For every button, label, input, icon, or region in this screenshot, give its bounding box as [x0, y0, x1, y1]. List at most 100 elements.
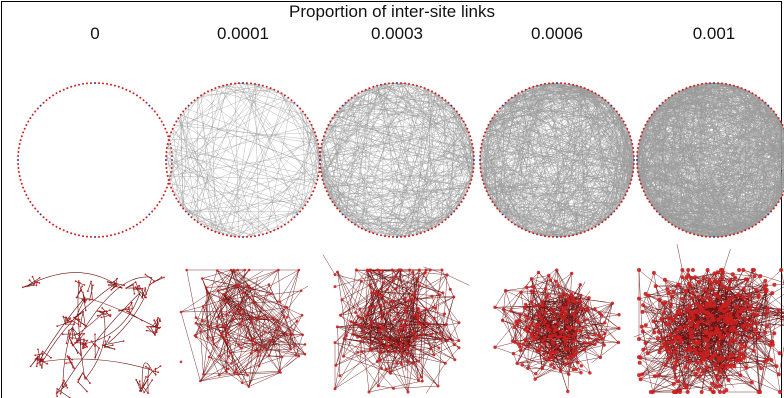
network-node [695, 360, 699, 364]
network-node [686, 315, 691, 320]
network-node [193, 334, 197, 337]
network-node [556, 82, 558, 84]
network-node [591, 90, 593, 93]
network-node [680, 296, 685, 301]
network-node [542, 342, 547, 346]
network-node [708, 297, 713, 302]
network-node [610, 301, 615, 305]
network-node [686, 281, 691, 286]
network-node [632, 147, 635, 149]
network-node [132, 284, 134, 286]
network-node [65, 316, 67, 319]
network-node [761, 218, 764, 221]
network-node [66, 355, 69, 358]
network-node [384, 346, 388, 350]
network-node [568, 82, 570, 85]
network-node [696, 367, 700, 372]
network-node [543, 310, 547, 315]
network-node [338, 313, 342, 317]
network-node [129, 311, 131, 313]
network-node [438, 293, 441, 297]
network-node [257, 315, 261, 318]
network-node [390, 268, 394, 272]
network-node [638, 355, 643, 360]
network-node [379, 349, 383, 353]
network-node [400, 82, 402, 85]
network-node [444, 322, 448, 326]
network-node [776, 372, 781, 377]
network-node [357, 225, 360, 228]
network-node [548, 82, 550, 85]
network-node [469, 135, 472, 138]
network-node [360, 325, 364, 329]
network-node [737, 268, 742, 272]
network-node [238, 235, 240, 238]
network-node [101, 307, 104, 309]
network-node [408, 268, 412, 272]
network-node [113, 233, 116, 236]
network-node [86, 82, 88, 85]
network-node [470, 178, 473, 181]
network-node [716, 355, 721, 360]
network-node [779, 197, 782, 200]
network-node [673, 314, 678, 319]
network-node [270, 292, 273, 295]
network-node [728, 358, 733, 363]
network-node [90, 82, 92, 85]
network-node [215, 269, 219, 272]
network-node [530, 321, 534, 326]
network-node [399, 341, 403, 345]
network-node [560, 235, 562, 238]
network-node [452, 295, 456, 299]
network-node [437, 94, 440, 97]
network-node [632, 167, 635, 169]
network-node [467, 131, 470, 134]
network-node [273, 88, 276, 91]
network-node [246, 374, 249, 377]
network-node [729, 315, 733, 320]
network-node [362, 330, 366, 334]
network-node [748, 304, 753, 309]
network-node [479, 147, 482, 149]
network-node [86, 339, 89, 342]
network-node [644, 124, 647, 126]
network-node [548, 235, 550, 238]
network-node [221, 298, 224, 302]
network-node [719, 363, 724, 368]
network-node [631, 175, 634, 177]
network-node [102, 235, 104, 238]
network-node [479, 167, 482, 169]
network-node [220, 335, 223, 338]
network-node [482, 135, 485, 138]
network-node [88, 299, 91, 301]
network-node [716, 377, 720, 382]
network-node [368, 305, 371, 309]
network-node [678, 335, 683, 340]
network-node [148, 104, 151, 107]
network-node [620, 200, 623, 203]
network-node [730, 295, 735, 300]
network-node [132, 92, 135, 95]
network-node [108, 336, 111, 338]
network-node [665, 340, 670, 345]
network-node [536, 270, 541, 275]
network-node [263, 313, 267, 317]
network-node [540, 366, 544, 371]
network-node [22, 186, 25, 189]
network-node [145, 216, 148, 219]
network-node [31, 113, 34, 116]
network-node [669, 339, 674, 344]
network-node [36, 107, 39, 110]
network-node [215, 325, 219, 329]
network-node [568, 235, 570, 238]
network-node [70, 342, 73, 344]
network-node [304, 113, 307, 116]
network-node [78, 234, 80, 237]
network-node [724, 312, 729, 317]
network-node [707, 334, 712, 338]
network-node [145, 329, 148, 332]
network-node [515, 361, 519, 366]
network-node [179, 360, 183, 364]
network-node [526, 345, 530, 349]
network-node [341, 104, 344, 107]
